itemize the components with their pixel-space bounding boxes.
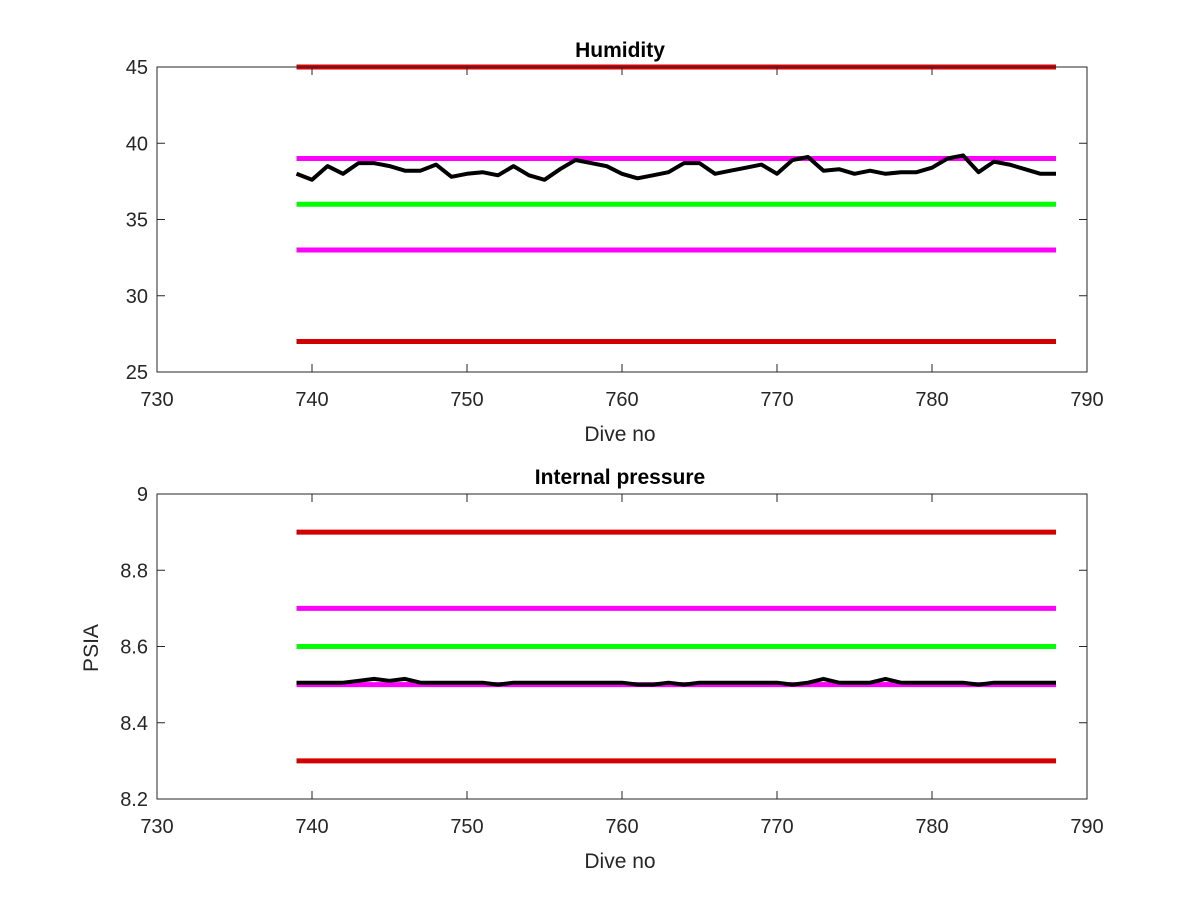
- pressure-axes: 730 740 750 760 770 780 790 8.2 8.4 8.6 8.8 9: [120, 484, 1104, 838]
- humidity-measured-series-line: [295, 153, 1056, 182]
- pressure-x-axis-label: Dive no: [584, 850, 655, 873]
- humidity-y-tick-label: 25: [126, 362, 148, 384]
- pressure-x-tick-label: 750: [450, 816, 483, 838]
- humidity-subplot: Humidity Dive no 730 740 750 760 770 780 790 25…: [126, 39, 1104, 446]
- humidity-x-tick-label: 750: [450, 389, 483, 411]
- humidity-x-tick-label: 760: [605, 389, 638, 411]
- pressure-y-tick-label: 8.2: [120, 789, 148, 811]
- humidity-x-tick-label: 780: [915, 389, 948, 411]
- pressure-chart-title: Internal pressure: [535, 466, 705, 489]
- humidity-y-tick-label: 35: [126, 210, 148, 232]
- pressure-y-tick-label: 8.8: [120, 560, 148, 582]
- pressure-y-tick-label: 8.4: [120, 713, 148, 735]
- humidity-y-tick-label: 45: [126, 57, 148, 79]
- pressure-x-tick-label: 740: [295, 816, 328, 838]
- humidity-x-tick-label: 790: [1070, 389, 1103, 411]
- humidity-x-axis-label: Dive no: [584, 423, 655, 446]
- humidity-x-tick-label: 770: [760, 389, 793, 411]
- humidity-axes: 730 740 750 760 770 780 790 25 30 35 40 45: [126, 57, 1104, 411]
- pressure-measured-series-line: [296, 676, 1056, 687]
- pressure-subplot: Internal pressure Dive no PSIA 730 740 750…: [80, 466, 1104, 873]
- humidity-y-tick-label: 40: [126, 133, 148, 155]
- humidity-y-tick-label: 30: [126, 286, 148, 308]
- pressure-y-tick-label: 8.6: [120, 637, 148, 659]
- humidity-chart-title: Humidity: [575, 39, 665, 62]
- humidity-x-tick-label: 740: [295, 389, 328, 411]
- pressure-x-tick-label: 730: [140, 816, 173, 838]
- pressure-y-tick-label: 9: [137, 484, 148, 506]
- pressure-plot-lines: [296, 529, 1056, 764]
- pressure-x-tick-label: 790: [1070, 816, 1103, 838]
- pressure-x-tick-label: 760: [605, 816, 638, 838]
- humidity-x-tick-label: 730: [140, 389, 173, 411]
- pressure-x-tick-label: 780: [915, 816, 948, 838]
- pressure-x-tick-label: 770: [760, 816, 793, 838]
- pressure-y-axis-label: PSIA: [80, 624, 103, 672]
